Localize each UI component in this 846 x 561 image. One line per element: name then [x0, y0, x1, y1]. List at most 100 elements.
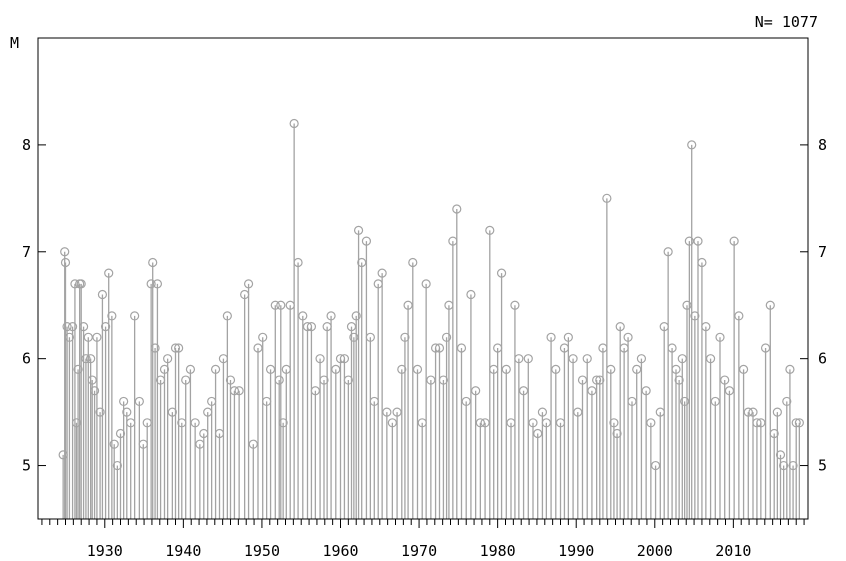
- data-point: [489, 364, 499, 374]
- data-point: [122, 407, 132, 417]
- data-point: [100, 322, 111, 332]
- data-point: [595, 375, 605, 385]
- data-point: [60, 247, 70, 257]
- data-point: [225, 375, 236, 385]
- data-point: [155, 375, 166, 385]
- data-point: [444, 300, 454, 310]
- data-point: [794, 418, 804, 428]
- data-point: [791, 418, 801, 428]
- data-point: [785, 364, 795, 374]
- x-tick-label: 1980: [480, 542, 516, 560]
- data-point: [421, 279, 431, 289]
- data-point: [769, 428, 779, 439]
- data-point: [373, 279, 383, 289]
- data-point: [646, 418, 656, 428]
- data-point: [606, 364, 616, 374]
- data-point: [148, 257, 158, 268]
- data-point: [62, 322, 72, 332]
- data-point: [756, 418, 766, 428]
- data-point: [339, 354, 350, 364]
- data-point: [475, 418, 485, 428]
- x-tick-label: 1940: [165, 542, 201, 560]
- data-point: [568, 354, 578, 364]
- data-point: [743, 407, 753, 417]
- data-point: [677, 354, 687, 364]
- x-tick-label: 1960: [322, 542, 358, 560]
- data-point: [71, 418, 82, 428]
- data-point: [190, 418, 200, 428]
- data-point: [112, 460, 122, 471]
- data-point: [690, 311, 700, 321]
- count-label: N= 1077: [755, 13, 818, 31]
- data-point: [262, 396, 272, 407]
- data-point: [412, 364, 423, 374]
- data-point: [779, 460, 789, 471]
- data-point: [78, 322, 89, 332]
- y-tick-label: 7: [818, 243, 827, 261]
- data-point: [210, 364, 221, 374]
- data-point: [293, 257, 303, 268]
- data-point: [207, 396, 217, 407]
- y-tick-label: 8: [818, 136, 827, 154]
- data-point: [587, 386, 597, 396]
- data-point: [577, 375, 588, 385]
- x-tick-label: 1990: [558, 542, 594, 560]
- data-point: [510, 300, 520, 310]
- data-point: [541, 418, 551, 428]
- data-point: [115, 428, 126, 439]
- x-tick-label: 2010: [715, 542, 751, 560]
- data-point: [163, 354, 173, 364]
- y-tick-label: 8: [22, 136, 31, 154]
- data-point: [701, 322, 711, 332]
- data-point: [270, 300, 280, 310]
- data-point: [659, 322, 669, 332]
- data-point: [310, 386, 320, 396]
- data-point: [353, 225, 364, 235]
- data-point: [387, 418, 397, 428]
- data-point: [514, 354, 524, 364]
- x-ticks: 1930 1940 1950 1960 1970 1980 1990 2000 2010: [41, 519, 805, 560]
- data-point: [234, 386, 244, 396]
- data-point: [377, 268, 387, 278]
- data-point: [650, 460, 661, 471]
- data-point: [253, 343, 263, 353]
- data-point: [760, 343, 771, 353]
- data-point: [724, 386, 735, 396]
- data-point: [615, 322, 625, 332]
- data-point: [195, 439, 205, 449]
- data-point: [365, 332, 375, 342]
- data-point: [322, 322, 332, 332]
- data-point: [627, 396, 637, 407]
- data-point: [119, 396, 129, 407]
- data-point: [400, 332, 410, 342]
- data-point: [397, 364, 407, 374]
- data-point: [92, 332, 102, 342]
- data-point: [609, 418, 619, 428]
- data-point: [710, 396, 720, 407]
- y-tick-label: 7: [22, 243, 31, 261]
- data-point: [248, 439, 258, 449]
- data-point: [518, 386, 529, 396]
- data-point: [619, 343, 629, 353]
- x-tick-label: 1930: [87, 542, 123, 560]
- data-point: [772, 407, 782, 417]
- data-point: [765, 300, 775, 310]
- data-point: [199, 428, 209, 439]
- data-point: [86, 354, 96, 364]
- data-point: [167, 407, 177, 417]
- data-point: [752, 418, 762, 428]
- data-point: [81, 354, 91, 364]
- data-point: [67, 322, 78, 332]
- data-point: [203, 407, 213, 417]
- data-point: [181, 375, 191, 385]
- data-point: [343, 375, 353, 385]
- data-point: [636, 354, 647, 364]
- data-point: [715, 332, 725, 342]
- data-point: [104, 268, 114, 278]
- y-ticks-left: 5 6 7 8: [22, 136, 46, 475]
- y-tick-label: 5: [818, 457, 827, 475]
- data-point: [623, 332, 633, 342]
- data-point: [146, 279, 156, 289]
- data-point: [563, 332, 573, 342]
- data-point: [682, 300, 692, 310]
